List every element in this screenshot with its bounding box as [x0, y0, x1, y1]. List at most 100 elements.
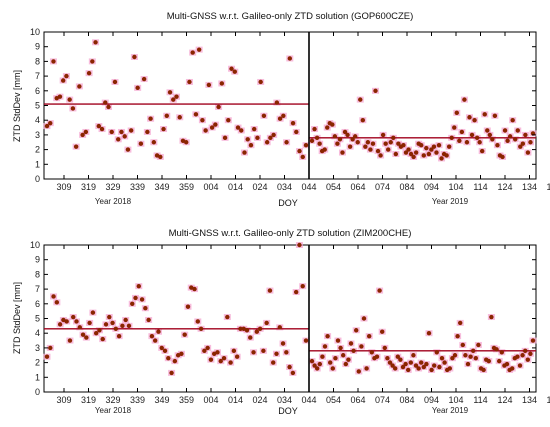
y-tick-label: 1	[35, 372, 40, 382]
data-point	[413, 150, 419, 155]
x-tick-label: 014	[228, 395, 243, 405]
data-point	[96, 123, 102, 129]
y-tick-label: 2	[35, 145, 40, 155]
data-point	[175, 353, 181, 358]
data-point	[248, 142, 254, 148]
x-tick-label: 124	[497, 395, 512, 405]
data-point	[525, 150, 531, 155]
chart-panel-gop600cze: Multi-GNSS w.r.t. Galileo-only ZTD solut…	[12, 11, 550, 208]
data-point	[421, 153, 426, 158]
data-point	[315, 366, 320, 371]
data-point	[481, 367, 486, 373]
data-point	[159, 345, 164, 351]
data-point	[135, 85, 140, 91]
x-tick-label: 044	[301, 182, 316, 192]
data-point	[61, 317, 66, 323]
data-point	[432, 363, 437, 368]
data-point	[314, 135, 320, 141]
y-tick-label: 5	[35, 101, 40, 111]
data-point	[87, 320, 92, 326]
data-point	[380, 132, 386, 138]
data-point	[309, 358, 315, 364]
data-point	[44, 123, 50, 129]
x-tick-label: 024	[252, 395, 267, 405]
data-point	[200, 118, 205, 123]
y-axis-label: ZTD StdDev [mm]	[12, 282, 22, 354]
y-tick-label: 8	[35, 56, 40, 66]
data-point	[193, 112, 199, 117]
data-point	[454, 110, 459, 116]
data-point	[413, 363, 419, 368]
data-point	[64, 73, 69, 79]
data-point	[139, 297, 145, 302]
data-point	[460, 342, 465, 348]
data-point	[239, 128, 244, 133]
data-point	[358, 97, 363, 102]
data-point	[390, 363, 395, 368]
data-point	[455, 333, 460, 339]
data-point	[378, 153, 383, 158]
data-point	[221, 355, 227, 361]
data-point	[271, 360, 276, 365]
x-tick-label: 004	[203, 395, 218, 405]
data-point	[103, 100, 108, 105]
data-point	[267, 288, 273, 293]
data-point	[74, 319, 79, 324]
data-point	[215, 350, 220, 355]
x-tick-label: 074	[375, 395, 390, 405]
data-point	[351, 348, 356, 354]
data-point	[258, 79, 263, 85]
data-point	[382, 345, 387, 351]
data-point	[472, 118, 477, 123]
data-point	[166, 355, 171, 361]
y-tick-label: 1	[35, 159, 40, 169]
data-point	[51, 59, 56, 64]
data-point	[86, 70, 92, 76]
data-point	[241, 326, 246, 331]
data-point	[452, 353, 458, 358]
data-point	[352, 134, 358, 139]
data-point	[406, 367, 411, 373]
data-point	[274, 351, 279, 356]
year-label-2018: Year 2018	[95, 406, 132, 415]
chart-title: Multi-GNSS w.r.t. Galileo-only ZTD solut…	[167, 11, 414, 22]
data-point	[184, 140, 189, 145]
data-point	[421, 364, 426, 370]
data-point	[177, 115, 182, 120]
data-point	[174, 94, 179, 99]
data-point	[284, 140, 289, 145]
data-point	[325, 125, 330, 130]
data-point	[434, 150, 439, 155]
data-point	[330, 122, 335, 127]
y-tick-label: 0	[35, 387, 40, 397]
x-tick-label: 054	[326, 395, 341, 405]
data-point	[281, 113, 286, 118]
data-point	[148, 116, 153, 121]
data-point	[51, 294, 56, 299]
x-tick-label: 014	[228, 182, 243, 192]
data-point	[213, 122, 218, 127]
data-point	[169, 370, 174, 376]
data-point	[112, 79, 118, 85]
data-point	[485, 128, 490, 133]
data-point	[525, 357, 530, 362]
data-point	[520, 141, 526, 146]
data-point	[274, 100, 280, 105]
data-point	[238, 326, 243, 331]
data-point	[359, 344, 364, 349]
y-tick-label: 10	[30, 240, 40, 250]
data-point	[300, 154, 305, 160]
data-point	[136, 283, 141, 289]
data-point	[110, 320, 115, 326]
data-point	[439, 156, 444, 161]
data-point	[338, 345, 343, 351]
data-point	[497, 358, 502, 364]
x-tick-label: 084	[399, 395, 414, 405]
data-point	[464, 140, 470, 145]
data-point	[57, 94, 63, 99]
data-point	[449, 135, 454, 141]
data-point	[231, 348, 237, 354]
data-point	[84, 335, 89, 340]
data-point	[187, 79, 192, 85]
data-point	[515, 128, 520, 133]
